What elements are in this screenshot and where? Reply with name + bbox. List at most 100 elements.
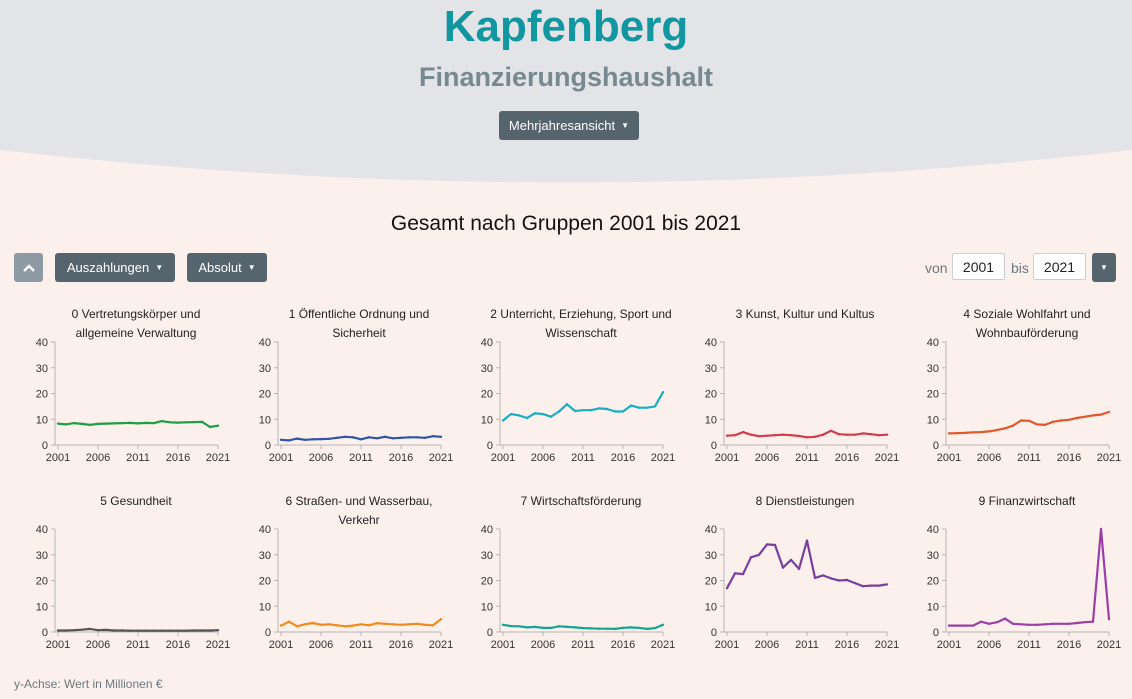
data-point	[311, 438, 315, 441]
data-point	[955, 432, 959, 435]
data-point	[565, 625, 569, 629]
x-tick-label: 2001	[491, 639, 515, 651]
data-point	[757, 435, 761, 438]
y-tick-label: 40	[927, 524, 939, 536]
y-tick-label: 20	[259, 576, 271, 588]
data-point	[789, 434, 793, 437]
data-point	[1107, 410, 1111, 414]
data-point	[613, 627, 617, 631]
data-point	[821, 433, 825, 436]
y-tick-label: 20	[481, 576, 493, 588]
data-point	[1003, 617, 1007, 620]
y-tick-label: 20	[259, 389, 271, 401]
x-tick-label: 2016	[166, 452, 190, 464]
data-point	[72, 421, 76, 425]
mode-dropdown-button[interactable]: Absolut ▼	[187, 253, 267, 282]
to-label: bis	[1011, 260, 1029, 276]
x-tick-label: 2011	[571, 452, 595, 464]
x-tick-label: 2011	[571, 639, 595, 651]
type-dropdown-button[interactable]: Auszahlungen ▼	[55, 253, 175, 282]
data-point	[287, 620, 291, 623]
data-point	[1099, 413, 1103, 416]
data-point	[509, 412, 513, 416]
y-tick-label: 30	[705, 550, 717, 562]
data-point	[805, 539, 809, 542]
data-point	[1051, 420, 1055, 423]
data-point	[541, 412, 545, 416]
x-tick-label: 2021	[1097, 452, 1121, 464]
header-background	[0, 0, 1132, 183]
data-point	[279, 624, 283, 627]
data-point	[963, 624, 967, 627]
data-point	[637, 406, 641, 409]
data-point	[303, 623, 307, 626]
data-point	[112, 422, 116, 425]
data-point	[597, 407, 601, 410]
from-year-input[interactable]	[952, 253, 1005, 280]
data-point	[509, 624, 513, 628]
data-point	[1075, 416, 1079, 420]
small-multiples-charts: 0 Vertretungskörper und allgemeine Verwal…	[36, 307, 1121, 651]
data-point	[375, 622, 379, 625]
data-point	[573, 409, 577, 413]
y-tick-label: 30	[36, 550, 48, 562]
series-line	[948, 410, 1110, 435]
data-point	[621, 626, 625, 630]
data-point	[629, 404, 633, 407]
x-tick-label: 2001	[46, 452, 70, 464]
x-tick-label: 2001	[715, 452, 739, 464]
data-point	[1043, 623, 1047, 626]
x-tick-label: 2021	[429, 452, 453, 464]
to-year-input[interactable]	[1033, 253, 1086, 280]
data-point	[279, 438, 283, 441]
data-point	[391, 437, 395, 440]
caret-down-icon: ▼	[155, 263, 164, 272]
data-point	[765, 543, 769, 546]
data-point	[517, 414, 521, 417]
data-point	[439, 435, 443, 438]
data-point	[343, 625, 347, 628]
data-point	[423, 623, 427, 626]
y-tick-label: 0	[42, 440, 48, 452]
data-point	[431, 624, 435, 627]
data-point	[885, 433, 889, 436]
data-point	[797, 434, 801, 438]
x-tick-label: 2001	[937, 639, 961, 651]
chart-title: Wissenschaft	[545, 326, 617, 340]
data-point	[1027, 623, 1031, 626]
x-tick-label: 2006	[977, 639, 1001, 651]
data-point	[549, 626, 553, 630]
data-point	[359, 438, 363, 441]
data-point	[1099, 527, 1103, 531]
data-point	[367, 624, 371, 627]
x-tick-label: 2016	[1057, 452, 1081, 464]
data-point	[749, 433, 753, 436]
chart-title: allgemeine Verwaltung	[76, 326, 197, 340]
range-dropdown-button[interactable]: ▼	[1092, 253, 1116, 282]
data-point	[845, 578, 849, 582]
x-tick-label: 2021	[651, 452, 675, 464]
y-tick-label: 30	[481, 550, 493, 562]
chart-title: 8 Dienstleistungen	[756, 494, 855, 508]
y-tick-label: 0	[265, 440, 271, 452]
data-point	[407, 436, 411, 439]
data-point	[1067, 622, 1071, 625]
collapse-button[interactable]	[14, 253, 43, 282]
chart-panel-1: 1 Öffentliche Ordnung und Sicherheit 0 10 20…	[259, 307, 453, 464]
data-point	[963, 431, 967, 435]
data-point	[375, 437, 379, 440]
from-label: von	[925, 260, 948, 276]
data-point	[1003, 427, 1007, 430]
view-dropdown-button[interactable]: Mehrjahresansicht ▼	[499, 111, 639, 140]
data-point	[351, 624, 355, 627]
data-point	[877, 434, 881, 437]
y-tick-label: 40	[36, 524, 48, 536]
x-tick-label: 2006	[531, 452, 555, 464]
data-point	[565, 403, 569, 406]
data-point	[1059, 622, 1063, 625]
data-point	[160, 629, 164, 632]
data-point	[399, 436, 403, 439]
data-point	[1051, 622, 1055, 625]
data-point	[741, 572, 745, 576]
y-tick-label: 10	[36, 601, 48, 613]
